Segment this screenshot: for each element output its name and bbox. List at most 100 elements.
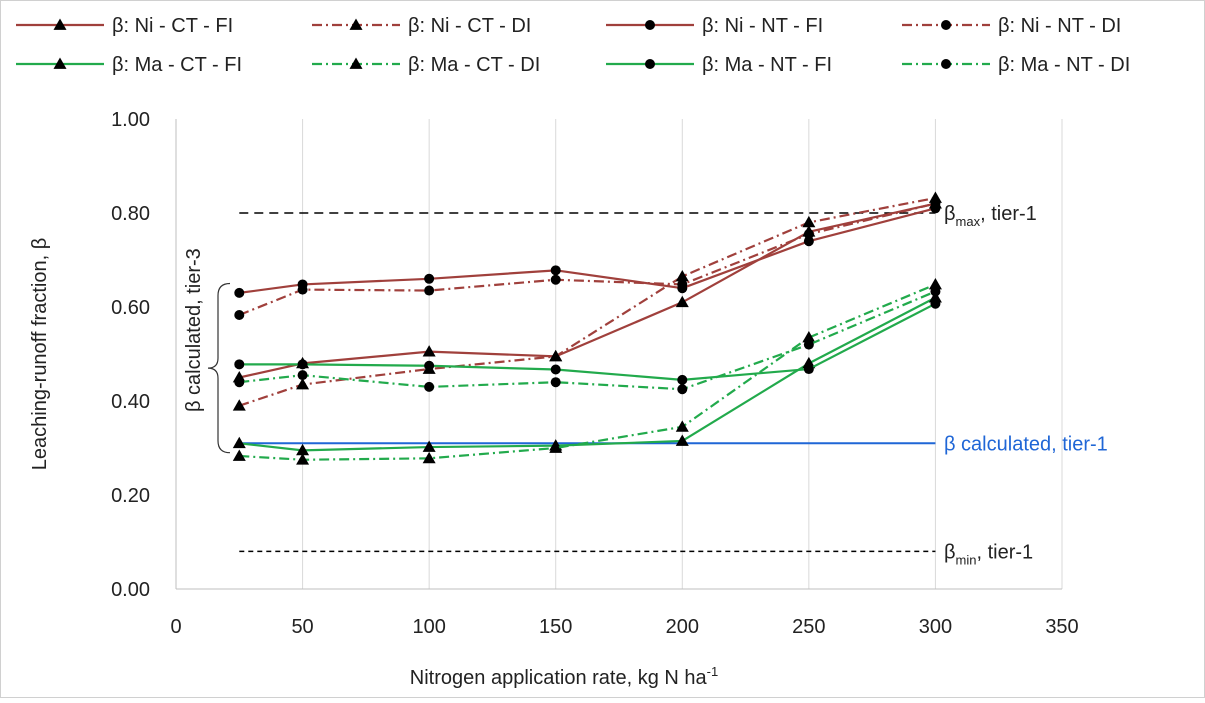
data-point bbox=[424, 381, 435, 392]
data-point bbox=[297, 284, 308, 295]
x-tick-label: 350 bbox=[1045, 616, 1078, 638]
legend-item-6: β: Ma - CT - DI bbox=[312, 54, 540, 76]
series-4 bbox=[234, 198, 941, 320]
data-point bbox=[677, 374, 688, 385]
data-point bbox=[803, 339, 814, 350]
data-point bbox=[296, 443, 310, 456]
data-point bbox=[550, 274, 561, 285]
reference-label-min: βmin, tier-1 bbox=[944, 541, 1033, 567]
data-point bbox=[549, 349, 563, 362]
x-tick-label: 50 bbox=[291, 616, 313, 638]
reference-label-main: β bbox=[944, 541, 956, 563]
data-point bbox=[930, 298, 941, 309]
data-point bbox=[930, 198, 941, 209]
y-tick-label: 0.80 bbox=[111, 203, 150, 225]
reference-label-suffix: , tier-1 bbox=[980, 203, 1037, 225]
legend-swatch-marker bbox=[645, 20, 655, 30]
data-point bbox=[930, 286, 941, 297]
series-8 bbox=[234, 286, 941, 395]
legend-swatch-marker bbox=[941, 20, 951, 30]
data-point bbox=[675, 434, 689, 446]
legend-swatch-marker bbox=[349, 57, 363, 69]
legend-item-8: β: Ma - NT - DI bbox=[902, 54, 1130, 76]
y-tick-label: 0.00 bbox=[111, 579, 150, 601]
legend-swatch-marker bbox=[53, 57, 67, 69]
data-point bbox=[802, 331, 816, 343]
data-point bbox=[232, 449, 246, 461]
legend-item-4: β: Ni - NT - DI bbox=[902, 15, 1121, 37]
reference-label-tier1: β calculated, tier-1 bbox=[944, 433, 1108, 455]
legend-label: β: Ni - CT - FI bbox=[112, 15, 233, 37]
data-point bbox=[803, 364, 814, 375]
x-tick-label: 0 bbox=[170, 616, 181, 638]
y-tick-label: 0.20 bbox=[111, 485, 150, 507]
legend-swatch-marker bbox=[645, 59, 655, 69]
data-point bbox=[675, 295, 689, 308]
data-point bbox=[234, 309, 245, 320]
data-point bbox=[803, 229, 814, 240]
reference-label-suffix: , tier-1 bbox=[976, 541, 1033, 563]
annotations: β calculated, tier-3 bbox=[183, 248, 231, 454]
data-point bbox=[422, 440, 436, 452]
legend-item-3: β: Ni - NT - FI bbox=[606, 15, 823, 37]
legend-item-1: β: Ni - CT - FI bbox=[16, 15, 233, 37]
x-tick-label: 200 bbox=[666, 616, 699, 638]
series-lines bbox=[232, 191, 942, 465]
legend-swatch-marker bbox=[941, 59, 951, 69]
data-point bbox=[234, 287, 245, 298]
data-point bbox=[677, 279, 688, 290]
y-tick-label: 1.00 bbox=[111, 109, 150, 131]
x-tick-label: 300 bbox=[919, 616, 952, 638]
tier3-bracket-label: β calculated, tier-3 bbox=[183, 248, 205, 412]
x-tick-label: 150 bbox=[539, 616, 572, 638]
legend: β: Ni - CT - FI β: Ni - CT - DI β: Ni - NT… bbox=[16, 15, 1130, 76]
data-point bbox=[296, 453, 310, 465]
legend-label: β: Ma - NT - FI bbox=[702, 54, 832, 76]
legend-item-7: β: Ma - NT - FI bbox=[606, 54, 832, 76]
data-point bbox=[928, 277, 942, 290]
data-point bbox=[424, 285, 435, 296]
data-point bbox=[550, 265, 561, 276]
data-point bbox=[297, 359, 308, 370]
data-point bbox=[802, 215, 816, 228]
y-axis-title: Leaching-runoff fraction, β bbox=[29, 238, 51, 470]
axes: 0 50 100 150 200 250 300 350 0.00 0.20 0.40 0.60 0.8… bbox=[29, 109, 1079, 689]
data-point bbox=[422, 451, 436, 464]
legend-swatch-marker bbox=[349, 18, 363, 30]
data-point bbox=[424, 360, 435, 371]
data-point bbox=[234, 377, 245, 388]
data-point bbox=[675, 269, 689, 282]
data-point bbox=[550, 364, 561, 375]
legend-label: β: Ni - NT - FI bbox=[702, 15, 823, 37]
x-axis-title: Nitrogen application rate, kg N ha-1 bbox=[410, 664, 718, 689]
reference-label-main: β bbox=[944, 203, 956, 225]
x-tick-label: 250 bbox=[792, 616, 825, 638]
data-point bbox=[232, 399, 246, 411]
reference-label-main: β calculated, tier-1 bbox=[944, 433, 1108, 455]
legend-label: β: Ma - NT - DI bbox=[998, 54, 1130, 76]
legend-label: β: Ni - NT - DI bbox=[998, 15, 1121, 37]
legend-label: β: Ma - CT - FI bbox=[112, 54, 242, 76]
tier3-bracket bbox=[207, 282, 231, 454]
y-tick-label: 0.40 bbox=[111, 391, 150, 413]
legend-swatch-marker bbox=[53, 18, 67, 30]
reference-label-subscript: max bbox=[956, 214, 981, 229]
data-point bbox=[550, 377, 561, 388]
reference-label-subscript: min bbox=[956, 552, 977, 567]
legend-label: β: Ma - CT - DI bbox=[408, 54, 540, 76]
data-point bbox=[297, 370, 308, 381]
data-point bbox=[803, 236, 814, 247]
legend-item-2: β: Ni - CT - DI bbox=[312, 15, 531, 37]
data-point bbox=[422, 345, 436, 357]
x-axis-title-superscript: -1 bbox=[707, 664, 719, 679]
data-point bbox=[675, 420, 689, 432]
data-point bbox=[296, 378, 310, 390]
series-6 bbox=[232, 277, 942, 465]
x-tick-label: 100 bbox=[412, 616, 445, 638]
data-point bbox=[424, 273, 435, 284]
reference-label-max: βmax, tier-1 bbox=[944, 203, 1037, 229]
x-axis-title-text: Nitrogen application rate, kg N ha bbox=[410, 667, 708, 689]
data-point bbox=[928, 291, 942, 303]
